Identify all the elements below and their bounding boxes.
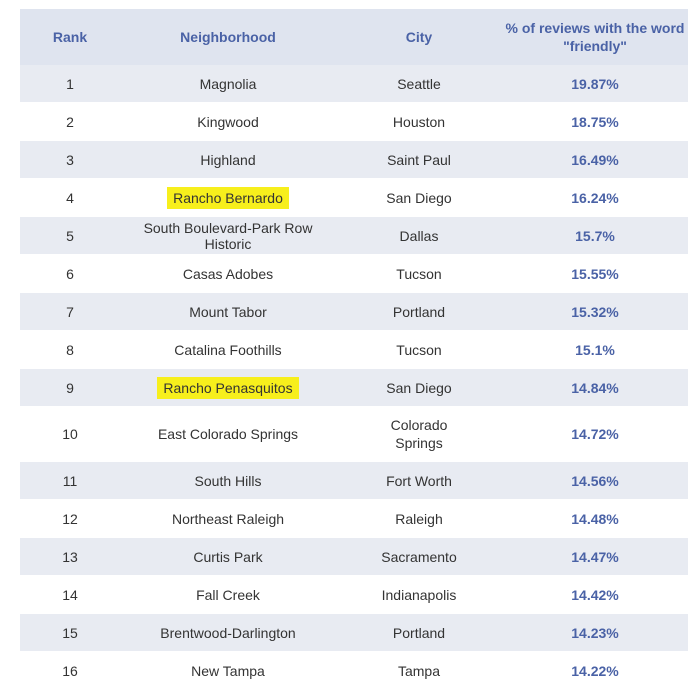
table-row: 10 East Colorado Springs Colorado Spring… <box>20 406 688 462</box>
percent-cell: 14.23% <box>502 613 688 652</box>
neighborhood-cell: Northeast Raleigh <box>120 499 336 538</box>
city-cell: Tucson <box>336 254 502 293</box>
table-row: 14 Fall Creek Indianapolis 14.42% <box>20 575 688 614</box>
percent-cell: 16.49% <box>502 140 688 179</box>
table-row: 15 Brentwood-Darlington Portland 14.23% <box>20 613 688 652</box>
city-cell: Portland <box>336 613 502 652</box>
neighborhood-cell: South Hills <box>120 461 336 500</box>
neighborhood-cell: Brentwood-Darlington <box>120 613 336 652</box>
table-row: 8 Catalina Foothills Tucson 15.1% <box>20 330 688 369</box>
rank-cell: 5 <box>20 216 120 255</box>
percent-cell: 15.32% <box>502 292 688 331</box>
neighborhood-cell: Rancho Bernardo <box>120 178 336 217</box>
rank-cell: 1 <box>20 65 120 103</box>
rank-cell: 13 <box>20 537 120 576</box>
city-cell: Saint Paul <box>336 140 502 179</box>
table-row: 12 Northeast Raleigh Raleigh 14.48% <box>20 499 688 538</box>
neighborhood-cell: Magnolia <box>120 65 336 103</box>
rank-cell: 6 <box>20 254 120 293</box>
table-row: 5 South Boulevard-Park Row Historic Dall… <box>20 216 688 255</box>
header-friendly-percent-line2: "friendly" <box>563 38 627 54</box>
neighborhood-cell: Fall Creek <box>120 575 336 614</box>
neighborhood-cell: East Colorado Springs <box>120 406 336 462</box>
table-row: 16 New Tampa Tampa 14.22% <box>20 651 688 690</box>
percent-cell: 14.72% <box>502 406 688 462</box>
city-cell: Sacramento <box>336 537 502 576</box>
percent-cell: 14.84% <box>502 368 688 407</box>
header-neighborhood[interactable]: Neighborhood <box>120 9 336 65</box>
percent-cell: 14.56% <box>502 461 688 500</box>
header-friendly-percent-line1: % of reviews with the word <box>505 20 685 36</box>
rank-cell: 14 <box>20 575 120 614</box>
city-cell: Seattle <box>336 65 502 103</box>
city-cell: Fort Worth <box>336 461 502 500</box>
city-cell: Indianapolis <box>336 575 502 614</box>
highlighted-neighborhood: Rancho Bernardo <box>167 186 289 209</box>
highlighted-neighborhood: Rancho Penasquitos <box>157 376 299 399</box>
percent-cell: 14.48% <box>502 499 688 538</box>
rank-cell: 2 <box>20 102 120 141</box>
rank-cell: 8 <box>20 330 120 369</box>
city-line1: Colorado <box>390 417 448 433</box>
friendly-neighborhoods-table: Rank Neighborhood City % of reviews with… <box>20 9 688 690</box>
neighborhood-cell: Curtis Park <box>120 537 336 576</box>
city-cell: San Diego <box>336 178 502 217</box>
table-header-row: Rank Neighborhood City % of reviews with… <box>20 9 688 65</box>
rank-cell: 11 <box>20 461 120 500</box>
rank-cell: 9 <box>20 368 120 407</box>
city-cell: Portland <box>336 292 502 331</box>
neighborhood-cell: Rancho Penasquitos <box>120 368 336 407</box>
neighborhood-cell: New Tampa <box>120 651 336 690</box>
percent-cell: 14.47% <box>502 537 688 576</box>
rank-cell: 10 <box>20 406 120 462</box>
percent-cell: 15.55% <box>502 254 688 293</box>
table-row: 1 Magnolia Seattle 19.87% <box>20 65 688 103</box>
rank-cell: 4 <box>20 178 120 217</box>
neighborhood-cell: Mount Tabor <box>120 292 336 331</box>
neighborhood-cell: South Boulevard-Park Row Historic <box>120 216 336 255</box>
percent-cell: 14.22% <box>502 651 688 690</box>
rank-cell: 16 <box>20 651 120 690</box>
city-line2: Springs <box>395 435 443 451</box>
table-row: 11 South Hills Fort Worth 14.56% <box>20 461 688 500</box>
neighborhood-cell: Casas Adobes <box>120 254 336 293</box>
city-cell: Tucson <box>336 330 502 369</box>
city-cell: Houston <box>336 102 502 141</box>
table-row: 7 Mount Tabor Portland 15.32% <box>20 292 688 331</box>
table-row: 2 Kingwood Houston 18.75% <box>20 102 688 141</box>
table-row: 6 Casas Adobes Tucson 15.55% <box>20 254 688 293</box>
percent-cell: 15.7% <box>502 216 688 255</box>
city-cell: Colorado Springs <box>336 406 502 462</box>
percent-cell: 16.24% <box>502 178 688 217</box>
percent-cell: 14.42% <box>502 575 688 614</box>
neighborhood-cell: Kingwood <box>120 102 336 141</box>
city-cell: San Diego <box>336 368 502 407</box>
neighborhood-cell: Highland <box>120 140 336 179</box>
percent-cell: 15.1% <box>502 330 688 369</box>
percent-cell: 19.87% <box>502 65 688 103</box>
header-city[interactable]: City <box>336 9 502 65</box>
city-cell: Dallas <box>336 216 502 255</box>
percent-cell: 18.75% <box>502 102 688 141</box>
ranking-table-container: Rank Neighborhood City % of reviews with… <box>20 9 688 690</box>
rank-cell: 12 <box>20 499 120 538</box>
table-row: 3 Highland Saint Paul 16.49% <box>20 140 688 179</box>
city-cell: Raleigh <box>336 499 502 538</box>
table-row: 9 Rancho Penasquitos San Diego 14.84% <box>20 368 688 407</box>
city-cell: Tampa <box>336 651 502 690</box>
rank-cell: 7 <box>20 292 120 331</box>
header-rank[interactable]: Rank <box>20 9 120 65</box>
neighborhood-cell: Catalina Foothills <box>120 330 336 369</box>
table-row: 13 Curtis Park Sacramento 14.47% <box>20 537 688 576</box>
rank-cell: 15 <box>20 613 120 652</box>
header-friendly-percent[interactable]: % of reviews with the word "friendly" <box>502 9 688 65</box>
table-row: 4 Rancho Bernardo San Diego 16.24% <box>20 178 688 217</box>
rank-cell: 3 <box>20 140 120 179</box>
